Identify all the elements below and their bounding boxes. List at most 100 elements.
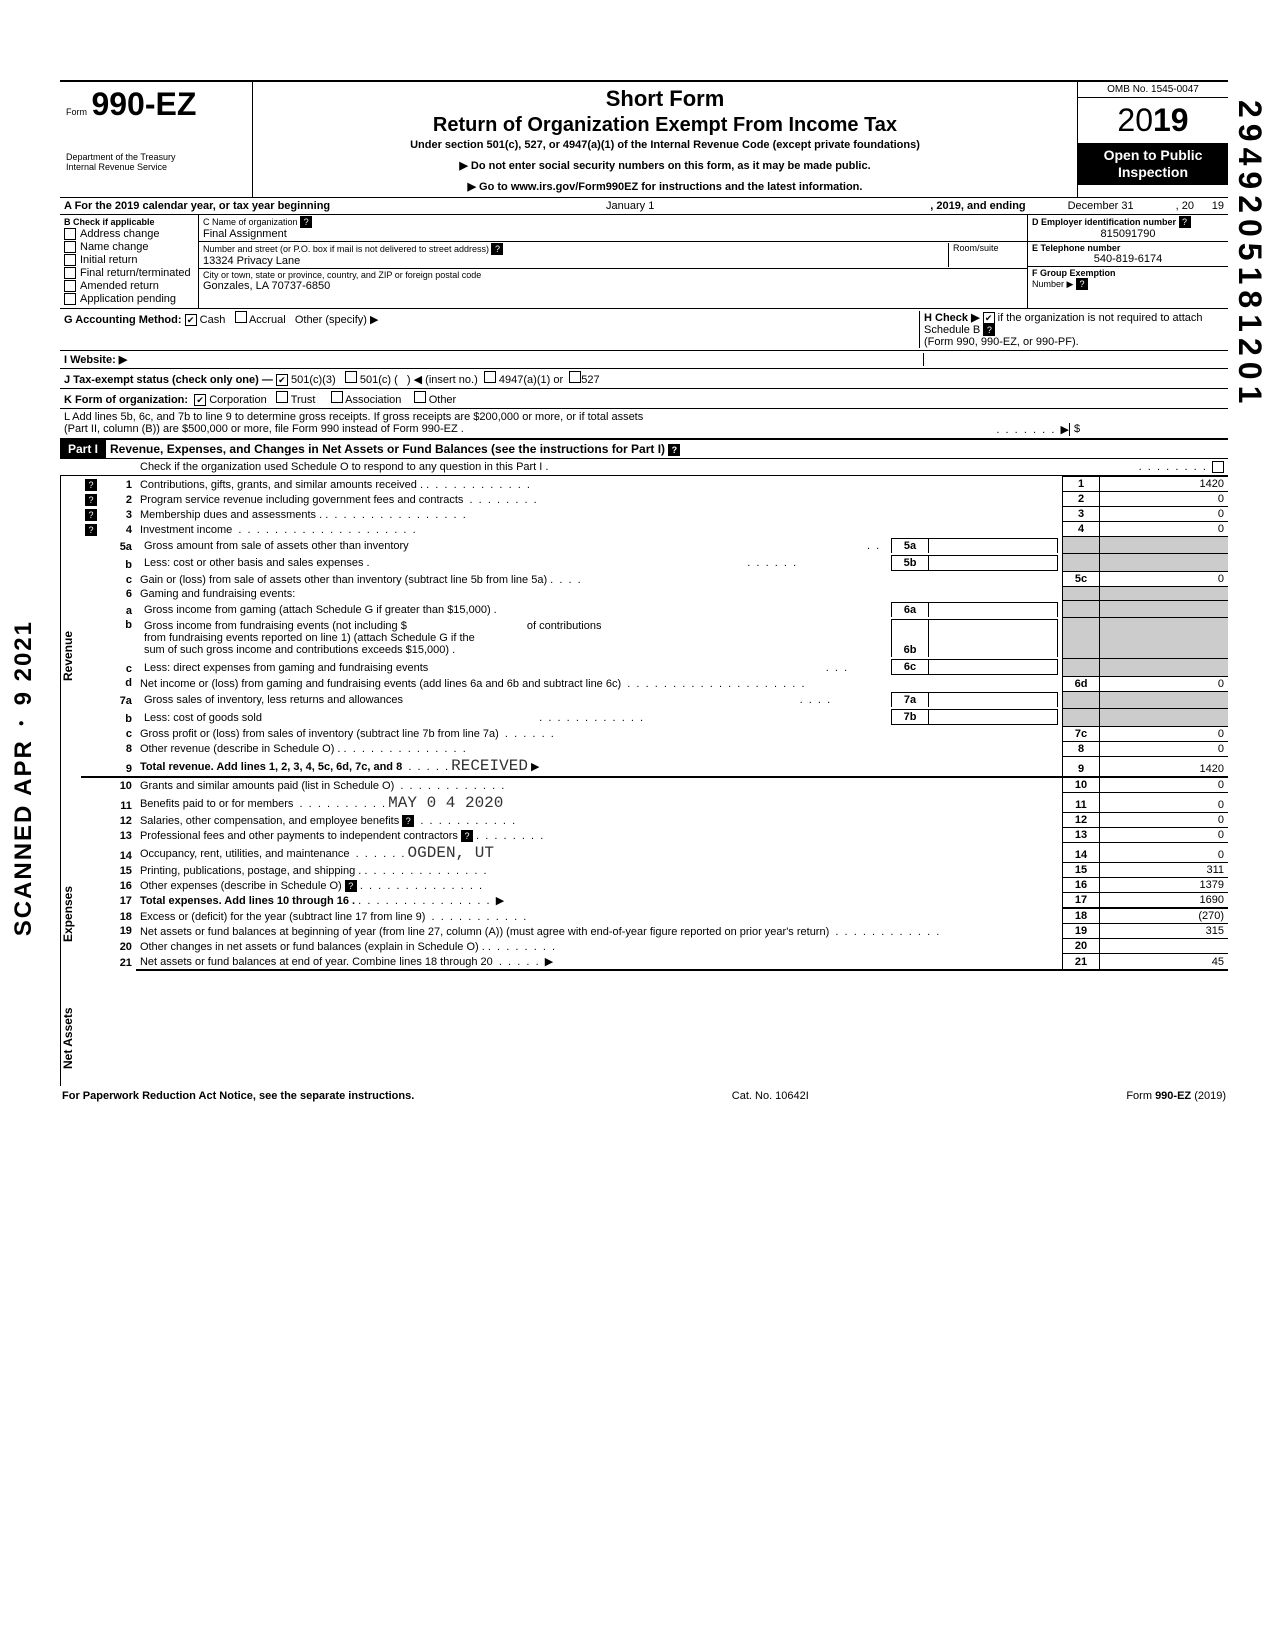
row-k-org-form: K Form of organization: ✔ Corporation Tr… bbox=[60, 389, 1228, 409]
cb-4947[interactable] bbox=[484, 371, 496, 383]
line-21: 21Net assets or fund balances at end of … bbox=[81, 954, 1228, 970]
help-icon[interactable]: ? bbox=[85, 524, 97, 536]
open-public-2: Inspection bbox=[1080, 164, 1226, 181]
cb-pending[interactable] bbox=[64, 293, 76, 305]
ogden-stamp: OGDEN, UT bbox=[408, 844, 494, 862]
cb-527[interactable] bbox=[569, 371, 581, 383]
telephone: 540-819-6174 bbox=[1032, 253, 1224, 265]
col-de: D Employer identification number ? 81509… bbox=[1028, 215, 1228, 308]
line-20: 20Other changes in net assets or fund ba… bbox=[81, 939, 1228, 954]
cb-trust[interactable] bbox=[276, 391, 288, 403]
main-title: Return of Organization Exempt From Incom… bbox=[261, 114, 1069, 137]
scanned-stamp: SCANNED APR ᛫ 9 2021 bbox=[10, 620, 38, 936]
cb-501c3[interactable]: ✔ bbox=[276, 374, 288, 386]
help-icon[interactable]: ? bbox=[402, 815, 414, 827]
help-icon[interactable]: ? bbox=[345, 880, 357, 892]
cb-schedule-o[interactable] bbox=[1212, 461, 1224, 473]
line-6a: a Gross income from gaming (attach Sched… bbox=[81, 601, 1228, 618]
cb-accrual[interactable] bbox=[235, 311, 247, 323]
line-2: ?2Program service revenue including gove… bbox=[81, 492, 1228, 507]
side-netassets: Net Assets bbox=[60, 991, 81, 1086]
line-7c: cGross profit or (loss) from sales of in… bbox=[81, 726, 1228, 741]
line-3: ?3Membership dues and assessments . . . … bbox=[81, 507, 1228, 522]
org-name: Final Assignment bbox=[203, 228, 1023, 240]
short-form-title: Short Form bbox=[261, 86, 1069, 112]
ein-value: 815091790 bbox=[1032, 228, 1224, 240]
row-a-tax-year: A For the 2019 calendar year, or tax yea… bbox=[60, 198, 1228, 215]
part-1-check: Check if the organization used Schedule … bbox=[60, 459, 1228, 476]
line-5c: cGain or (loss) from sale of assets othe… bbox=[81, 572, 1228, 587]
form-number: 990-EZ bbox=[91, 86, 196, 122]
org-city: Gonzales, LA 70737-6850 bbox=[203, 280, 1023, 292]
main-table: Revenue Expenses Net Assets ?1Contributi… bbox=[60, 476, 1228, 1086]
part-1-label: Part I bbox=[60, 440, 106, 458]
line-12: 12Salaries, other compensation, and empl… bbox=[81, 813, 1228, 828]
dln-number: 29492051812͏01 bbox=[1231, 100, 1268, 409]
line-16: 16Other expenses (describe in Schedule O… bbox=[81, 878, 1228, 893]
line-5b: b Less: cost or other basis and sales ex… bbox=[81, 554, 1228, 572]
received-stamp: RECEIVED bbox=[451, 757, 528, 775]
cb-initial-return[interactable] bbox=[64, 254, 76, 266]
cb-name-change[interactable] bbox=[64, 241, 76, 253]
line-7b: b Less: cost of goods sold . . . . . . .… bbox=[81, 708, 1228, 726]
row-j-tax-status: J Tax-exempt status (check only one) — ✔… bbox=[60, 369, 1228, 389]
help-icon[interactable]: ? bbox=[668, 444, 680, 456]
line-14: 14Occupancy, rent, utilities, and mainte… bbox=[81, 843, 1228, 863]
line-9: 9Total revenue. Add lines 1, 2, 3, 4, 5c… bbox=[81, 756, 1228, 777]
omb-number: OMB No. 1545-0047 bbox=[1078, 82, 1228, 98]
line-6b: b Gross income from fundraising events (… bbox=[81, 618, 1228, 659]
help-icon[interactable]: ? bbox=[85, 509, 97, 521]
org-street: 13324 Privacy Lane bbox=[203, 255, 948, 267]
help-icon[interactable]: ? bbox=[300, 216, 312, 228]
cb-final-return[interactable] bbox=[64, 267, 76, 279]
line-13: 13Professional fees and other payments t… bbox=[81, 828, 1228, 843]
ssn-warning: ▶ Do not enter social security numbers o… bbox=[261, 159, 1069, 172]
section-bcdef: B Check if applicable Address change Nam… bbox=[60, 215, 1228, 309]
row-gh: G Accounting Method: ✔ Cash Accrual Othe… bbox=[60, 309, 1228, 351]
cb-schedule-b[interactable]: ✔ bbox=[983, 312, 995, 324]
footer-right: Form 990-EZ (2019) bbox=[1126, 1090, 1226, 1102]
cb-corp[interactable]: ✔ bbox=[194, 394, 206, 406]
line-7a: 7a Gross sales of inventory, less return… bbox=[81, 691, 1228, 708]
side-revenue: Revenue bbox=[60, 476, 81, 836]
part-1-title: Revenue, Expenses, and Changes in Net As… bbox=[106, 440, 1228, 458]
help-icon[interactable]: ? bbox=[85, 494, 97, 506]
tax-year: 2019 bbox=[1078, 98, 1228, 143]
help-icon[interactable]: ? bbox=[461, 830, 473, 842]
cb-assoc[interactable] bbox=[331, 391, 343, 403]
footer-left: For Paperwork Reduction Act Notice, see … bbox=[62, 1090, 414, 1102]
line-17: 17Total expenses. Add lines 10 through 1… bbox=[81, 893, 1228, 909]
cb-amended[interactable] bbox=[64, 280, 76, 292]
line-4: ?4Investment income . . . . . . . . . . … bbox=[81, 522, 1228, 537]
line-11: 11Benefits paid to or for members . . . … bbox=[81, 793, 1228, 813]
line-6c: c Less: direct expenses from gaming and … bbox=[81, 658, 1228, 676]
line-19: 19Net assets or fund balances at beginni… bbox=[81, 924, 1228, 939]
col-b-checkboxes: B Check if applicable Address change Nam… bbox=[60, 215, 199, 308]
footer-mid: Cat. No. 10642I bbox=[732, 1090, 809, 1102]
row-l-gross-receipts: L Add lines 5b, 6c, and 7b to line 9 to … bbox=[60, 409, 1228, 440]
line-1: ?1Contributions, gifts, grants, and simi… bbox=[81, 477, 1228, 492]
cb-cash[interactable]: ✔ bbox=[185, 314, 197, 326]
line-5a: 5a Gross amount from sale of assets othe… bbox=[81, 537, 1228, 554]
open-public-1: Open to Public bbox=[1080, 147, 1226, 164]
line-10: 10Grants and similar amounts paid (list … bbox=[81, 777, 1228, 793]
help-icon[interactable]: ? bbox=[1076, 278, 1088, 290]
cb-501c[interactable] bbox=[345, 371, 357, 383]
line-6: 6Gaming and fundraising events: bbox=[81, 587, 1228, 601]
footer: For Paperwork Reduction Act Notice, see … bbox=[60, 1086, 1228, 1106]
help-icon[interactable]: ? bbox=[491, 243, 503, 255]
form-prefix: Form bbox=[66, 107, 87, 117]
form-header: Form 990-EZ Department of the Treasury I… bbox=[60, 80, 1228, 198]
cb-address-change[interactable] bbox=[64, 228, 76, 240]
sub-title: Under section 501(c), 527, or 4947(a)(1)… bbox=[261, 139, 1069, 151]
line-15: 15Printing, publications, postage, and s… bbox=[81, 863, 1228, 878]
cb-other-org[interactable] bbox=[414, 391, 426, 403]
side-expenses: Expenses bbox=[60, 836, 81, 991]
part-1-header-row: Part I Revenue, Expenses, and Changes in… bbox=[60, 440, 1228, 459]
line-18: 18Excess or (deficit) for the year (subt… bbox=[81, 908, 1228, 924]
line-8: 8Other revenue (describe in Schedule O) … bbox=[81, 741, 1228, 756]
col-c-org-info: C Name of organization ? Final Assignmen… bbox=[199, 215, 1028, 308]
help-icon[interactable]: ? bbox=[983, 324, 995, 336]
help-icon[interactable]: ? bbox=[85, 479, 97, 491]
help-icon[interactable]: ? bbox=[1179, 216, 1191, 228]
